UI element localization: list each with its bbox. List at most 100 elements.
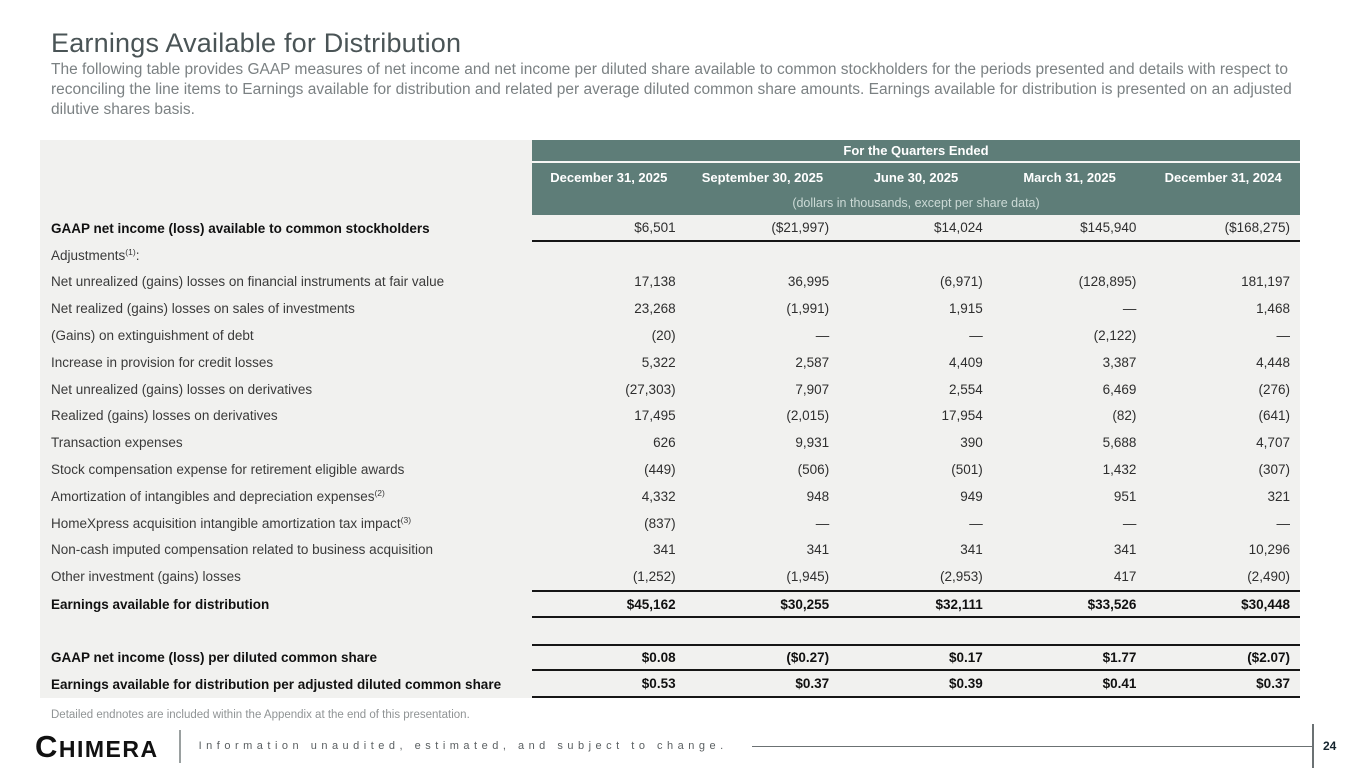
table-row: Adjustments (1): [40,242,1300,269]
row-label: Earnings available for distribution [51,596,270,612]
row-value: — [1122,301,1137,317]
row-value [532,242,686,269]
row-value: $0.17 [839,644,993,671]
row-label: Net unrealized (gains) losses on derivat… [51,381,313,397]
row-value: 341 [1113,542,1137,558]
row-label: Realized (gains) losses on derivatives [51,408,278,424]
row-value: $0.41 [992,671,1147,698]
earnings-table: For the Quarters Ended December 31, 2025… [40,140,1300,698]
row-value: ($168,275) [1146,215,1300,242]
row-value: 17,138 [634,274,676,290]
row-value: (307) [1258,462,1290,478]
column-header: June 30, 2025 [873,169,959,185]
row-value [839,618,993,644]
row-label: Other investment (gains) losses [51,569,241,585]
slide-description: The following table provides GAAP measur… [51,61,1292,118]
table-row: Transaction expenses 626 9,931 390 5,688 4,70… [40,429,1300,456]
row-label [40,618,532,644]
row-value: (2,122) [1093,328,1137,344]
row-value: 23,268 [634,301,676,317]
row-value: (20) [651,328,676,344]
table-row: HomeXpress acquisition intangible amorti… [40,510,1300,537]
row-label: Transaction expenses [51,435,183,451]
row-value: 4,707 [1256,435,1290,451]
table-row: GAAP net income (loss) per diluted commo… [40,644,1300,671]
row-label: Non-cash imputed compensation related to… [51,542,433,558]
row-value: (449) [644,462,676,478]
row-value: 948 [806,488,830,504]
row-label: GAAP net income (loss) per diluted commo… [51,650,378,666]
row-value: 2,587 [795,354,830,370]
row-value: 1,468 [1256,301,1290,317]
row-value: $32,111 [839,590,993,619]
row-value: $0.37 [685,671,840,698]
row-value: (128,895) [1078,274,1137,290]
row-value: — [815,515,830,531]
table-row: Non-cash imputed compensation related to… [40,537,1300,564]
column-header: September 30, 2025 [701,169,824,185]
row-value: ($2.07) [1146,644,1300,671]
row-value: $0.39 [839,671,993,698]
footer-bar: CHIMERA Information unaudited, estimated… [35,724,1345,768]
row-value: (1,991) [786,301,830,317]
row-value: 341 [653,542,676,558]
page-title: Earnings Available for Distribution [51,28,462,58]
table-row: (Gains) on extinguishment of debt (20) — — (… [40,322,1300,349]
table-row: Net unrealized (gains) losses on derivat… [40,376,1300,403]
row-value: — [969,515,983,531]
table-row: Net unrealized (gains) losses on financi… [40,269,1300,296]
row-label: Net realized (gains) losses on sales of … [51,301,355,317]
row-value: $0.08 [532,644,686,671]
row-value: 36,995 [787,274,830,290]
column-headers-row: December 31, 2025 September 30, 2025 Jun… [532,163,1300,191]
row-value: (6,971) [940,274,983,290]
row-value: (506) [797,462,830,478]
row-value: $0.53 [532,671,686,698]
row-value: — [969,328,983,344]
row-value: $30,255 [685,590,840,619]
row-value: 181,197 [1241,274,1290,290]
row-label: HomeXpress acquisition intangible amorti… [51,515,412,531]
row-value: (641) [1258,408,1290,424]
row-value: 4,332 [641,488,676,504]
row-value: $14,024 [839,215,993,242]
table-body: GAAP net income (loss) available to comm… [40,215,1300,698]
row-value: — [1276,328,1290,344]
row-value: 2,554 [948,381,983,397]
column-header: December 31, 2025 [550,169,668,185]
row-value: $1.77 [992,644,1147,671]
footer-rule [751,745,1312,747]
row-value: (1,252) [632,569,676,585]
row-value: $33,526 [992,590,1147,619]
row-value [993,618,1147,644]
endnotes-footnote: Detailed endnotes are included within th… [51,709,470,721]
row-value: 5,322 [641,354,676,370]
table-header-band: For the Quarters Ended December 31, 2025… [532,140,1300,215]
row-label: Net unrealized (gains) losses on financi… [51,274,445,290]
row-value: (2,490) [1247,569,1290,585]
table-spacer-row [40,618,1300,644]
row-value: 10,296 [1248,542,1290,558]
table-row: Earnings available for distribution $45,1… [40,590,1300,619]
row-value: 1,915 [948,301,983,317]
row-value [839,242,993,269]
row-value [1146,242,1300,269]
table-row: Stock compensation expense for retiremen… [40,456,1300,483]
page-number-tick [1312,724,1314,768]
table-row: Net realized (gains) losses on sales of … [40,295,1300,322]
row-value: ($21,997) [685,215,840,242]
row-value: 341 [960,542,983,558]
row-value: 341 [806,542,830,558]
row-label: Stock compensation expense for retiremen… [51,462,405,478]
row-value: — [815,328,830,344]
page-number: 24 [1323,739,1337,753]
quarters-ended-banner: For the Quarters Ended [532,140,1300,163]
row-value: (837) [644,515,676,531]
row-value: 9,931 [795,435,830,451]
row-label: (Gains) on extinguishment of debt [51,328,254,344]
row-value: — [1276,515,1290,531]
table-row: Increase in provision for credit losses 5… [40,349,1300,376]
table-row: GAAP net income (loss) available to comm… [40,215,1300,242]
table-row: Realized (gains) losses on derivatives 17… [40,403,1300,430]
